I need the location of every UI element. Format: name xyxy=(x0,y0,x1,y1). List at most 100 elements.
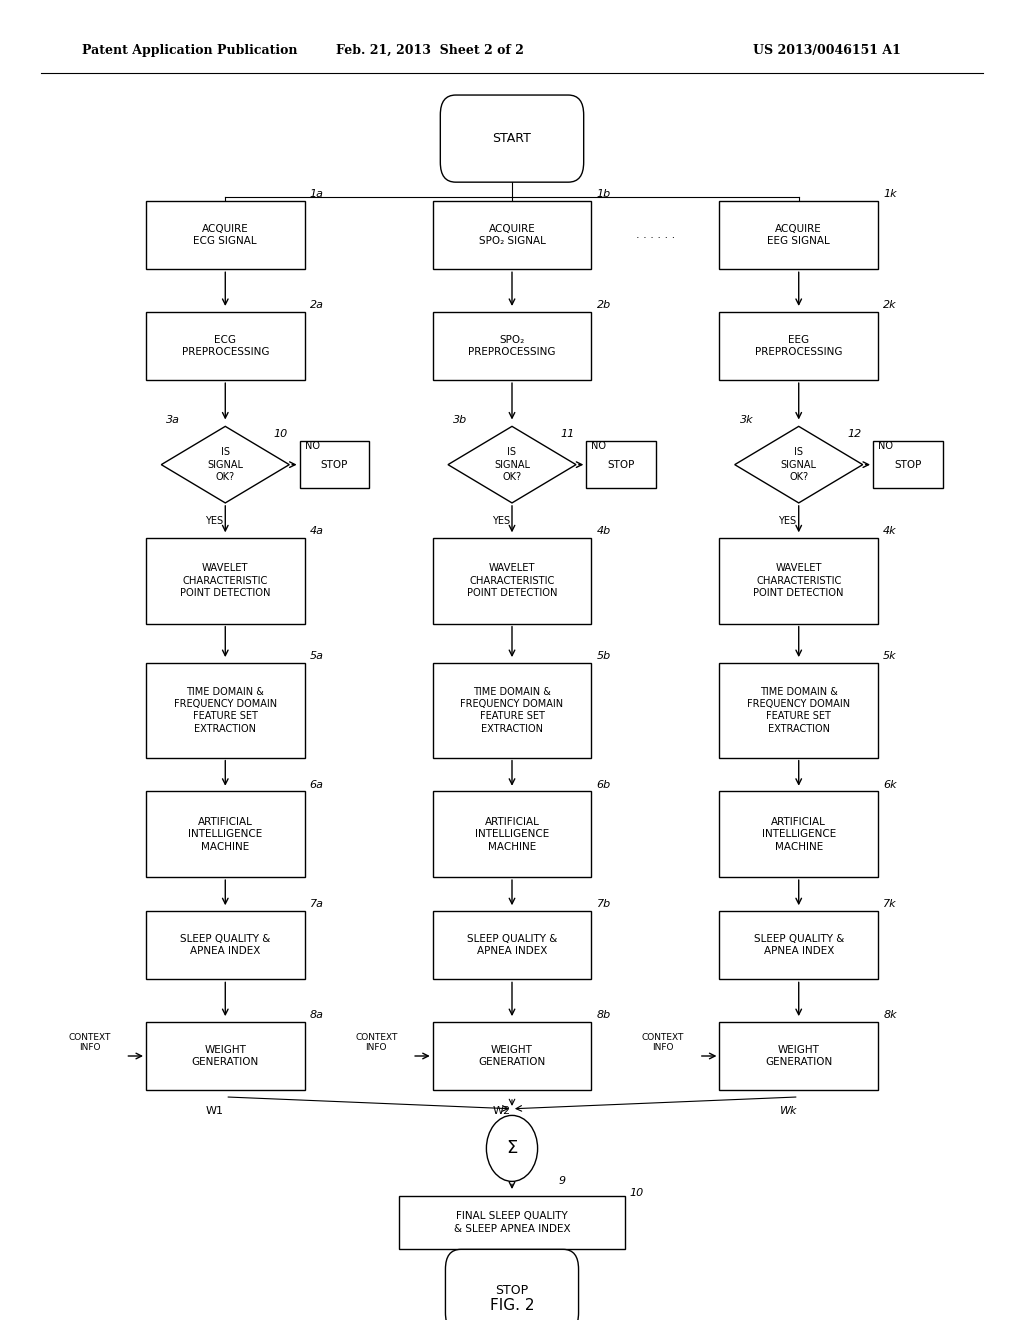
Text: Σ: Σ xyxy=(506,1139,518,1158)
FancyBboxPatch shape xyxy=(432,791,592,876)
FancyBboxPatch shape xyxy=(719,312,879,380)
Text: US 2013/0046151 A1: US 2013/0046151 A1 xyxy=(754,44,901,57)
Polygon shape xyxy=(162,426,289,503)
Text: WAVELET
CHARACTERISTIC
POINT DETECTION: WAVELET CHARACTERISTIC POINT DETECTION xyxy=(180,564,270,598)
FancyBboxPatch shape xyxy=(146,539,305,623)
Text: STOP: STOP xyxy=(496,1284,528,1298)
Text: 7a: 7a xyxy=(309,899,324,909)
FancyBboxPatch shape xyxy=(432,539,592,623)
Text: 10: 10 xyxy=(273,429,288,440)
FancyBboxPatch shape xyxy=(146,663,305,758)
Text: 4b: 4b xyxy=(596,527,610,536)
Text: 5a: 5a xyxy=(309,651,324,661)
FancyBboxPatch shape xyxy=(719,663,879,758)
FancyBboxPatch shape xyxy=(146,201,305,269)
Text: WEIGHT
GENERATION: WEIGHT GENERATION xyxy=(478,1045,546,1067)
Text: 7k: 7k xyxy=(883,899,897,909)
FancyBboxPatch shape xyxy=(146,791,305,876)
Text: ECG
PREPROCESSING: ECG PREPROCESSING xyxy=(181,335,269,356)
Text: 6k: 6k xyxy=(883,780,897,789)
Text: 3b: 3b xyxy=(453,414,467,425)
Text: W1: W1 xyxy=(206,1106,224,1117)
Text: WAVELET
CHARACTERISTIC
POINT DETECTION: WAVELET CHARACTERISTIC POINT DETECTION xyxy=(754,564,844,598)
Text: 1k: 1k xyxy=(883,189,897,199)
FancyBboxPatch shape xyxy=(586,441,656,488)
Text: SPO₂
PREPROCESSING: SPO₂ PREPROCESSING xyxy=(468,335,556,356)
Text: STOP: STOP xyxy=(607,459,635,470)
FancyBboxPatch shape xyxy=(719,201,879,269)
Text: 1b: 1b xyxy=(596,189,610,199)
Text: WEIGHT
GENERATION: WEIGHT GENERATION xyxy=(191,1045,259,1067)
Circle shape xyxy=(486,1115,538,1181)
Text: 5k: 5k xyxy=(883,651,897,661)
Text: 2a: 2a xyxy=(309,300,324,310)
Text: NO: NO xyxy=(305,441,319,451)
FancyBboxPatch shape xyxy=(432,663,592,758)
FancyBboxPatch shape xyxy=(432,201,592,269)
FancyBboxPatch shape xyxy=(299,441,369,488)
Text: CONTEXT
INFO: CONTEXT INFO xyxy=(642,1034,684,1052)
Text: NO: NO xyxy=(592,441,606,451)
Text: ACQUIRE
SPO₂ SIGNAL: ACQUIRE SPO₂ SIGNAL xyxy=(478,224,546,246)
Text: W2: W2 xyxy=(493,1106,511,1117)
FancyBboxPatch shape xyxy=(432,1022,592,1090)
FancyBboxPatch shape xyxy=(432,312,592,380)
Text: FIG. 2: FIG. 2 xyxy=(489,1299,535,1313)
FancyBboxPatch shape xyxy=(719,791,879,876)
Text: 6b: 6b xyxy=(596,780,610,789)
FancyBboxPatch shape xyxy=(440,95,584,182)
Text: 6a: 6a xyxy=(309,780,324,789)
Text: ARTIFICIAL
INTELLIGENCE
MACHINE: ARTIFICIAL INTELLIGENCE MACHINE xyxy=(475,817,549,851)
Text: 8a: 8a xyxy=(309,1010,324,1020)
FancyBboxPatch shape xyxy=(719,1022,879,1090)
Text: 3a: 3a xyxy=(166,414,180,425)
Text: FINAL SLEEP QUALITY
& SLEEP APNEA INDEX: FINAL SLEEP QUALITY & SLEEP APNEA INDEX xyxy=(454,1212,570,1233)
Text: CONTEXT
INFO: CONTEXT INFO xyxy=(69,1034,111,1052)
Polygon shape xyxy=(735,426,862,503)
Text: 11: 11 xyxy=(561,429,574,440)
Text: YES: YES xyxy=(205,516,223,527)
Text: SLEEP QUALITY &
APNEA INDEX: SLEEP QUALITY & APNEA INDEX xyxy=(180,935,270,956)
Text: YES: YES xyxy=(492,516,510,527)
Text: Feb. 21, 2013  Sheet 2 of 2: Feb. 21, 2013 Sheet 2 of 2 xyxy=(336,44,524,57)
Text: 7b: 7b xyxy=(596,899,610,909)
Text: TIME DOMAIN &
FREQUENCY DOMAIN
FEATURE SET
EXTRACTION: TIME DOMAIN & FREQUENCY DOMAIN FEATURE S… xyxy=(748,686,850,734)
Text: YES: YES xyxy=(778,516,797,527)
Text: IS
SIGNAL
OK?: IS SIGNAL OK? xyxy=(494,447,530,482)
Text: 4k: 4k xyxy=(883,527,897,536)
Text: START: START xyxy=(493,132,531,145)
Text: 12: 12 xyxy=(848,429,861,440)
Polygon shape xyxy=(449,426,575,503)
Text: 10: 10 xyxy=(630,1188,644,1199)
Text: 8k: 8k xyxy=(883,1010,897,1020)
Text: SLEEP QUALITY &
APNEA INDEX: SLEEP QUALITY & APNEA INDEX xyxy=(754,935,844,956)
FancyBboxPatch shape xyxy=(432,911,592,979)
Text: 2b: 2b xyxy=(596,300,610,310)
FancyBboxPatch shape xyxy=(399,1196,625,1249)
Text: WEIGHT
GENERATION: WEIGHT GENERATION xyxy=(765,1045,833,1067)
Text: IS
SIGNAL
OK?: IS SIGNAL OK? xyxy=(780,447,817,482)
Text: 3k: 3k xyxy=(739,414,754,425)
Text: SLEEP QUALITY &
APNEA INDEX: SLEEP QUALITY & APNEA INDEX xyxy=(467,935,557,956)
Text: ACQUIRE
EEG SIGNAL: ACQUIRE EEG SIGNAL xyxy=(767,224,830,246)
Text: NO: NO xyxy=(879,441,893,451)
Text: 5b: 5b xyxy=(596,651,610,661)
Text: Wk: Wk xyxy=(779,1106,798,1117)
Text: 4a: 4a xyxy=(309,527,324,536)
Text: IS
SIGNAL
OK?: IS SIGNAL OK? xyxy=(207,447,244,482)
FancyBboxPatch shape xyxy=(146,312,305,380)
Text: 2k: 2k xyxy=(883,300,897,310)
Text: . . . . . .: . . . . . . xyxy=(636,230,675,240)
Text: TIME DOMAIN &
FREQUENCY DOMAIN
FEATURE SET
EXTRACTION: TIME DOMAIN & FREQUENCY DOMAIN FEATURE S… xyxy=(461,686,563,734)
Text: Patent Application Publication: Patent Application Publication xyxy=(82,44,297,57)
Text: STOP: STOP xyxy=(321,459,348,470)
Text: ACQUIRE
ECG SIGNAL: ACQUIRE ECG SIGNAL xyxy=(194,224,257,246)
Text: CONTEXT
INFO: CONTEXT INFO xyxy=(355,1034,397,1052)
Text: WAVELET
CHARACTERISTIC
POINT DETECTION: WAVELET CHARACTERISTIC POINT DETECTION xyxy=(467,564,557,598)
FancyBboxPatch shape xyxy=(872,441,943,488)
FancyBboxPatch shape xyxy=(146,911,305,979)
Text: TIME DOMAIN &
FREQUENCY DOMAIN
FEATURE SET
EXTRACTION: TIME DOMAIN & FREQUENCY DOMAIN FEATURE S… xyxy=(174,686,276,734)
Text: 9: 9 xyxy=(558,1176,565,1187)
FancyBboxPatch shape xyxy=(146,1022,305,1090)
Text: STOP: STOP xyxy=(894,459,922,470)
